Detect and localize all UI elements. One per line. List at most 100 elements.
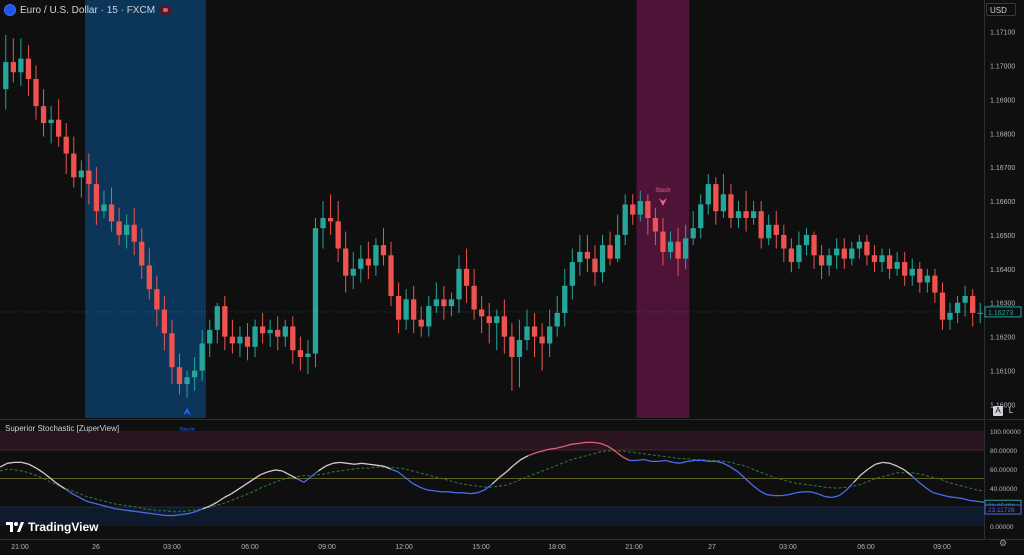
stochastic-line-segment: [122, 509, 131, 512]
buy-signal-label: Stoch: [179, 428, 194, 434]
candle-up: [78, 170, 84, 178]
stochastic-line-segment: [687, 459, 695, 463]
candle-up: [622, 204, 628, 235]
candle-down: [531, 326, 538, 337]
candle-down: [297, 350, 304, 357]
stochastic-line-segment: [195, 508, 203, 513]
candle-up: [698, 204, 704, 229]
stochastic-line-segment: [223, 493, 232, 499]
stochastic-line-segment: [35, 467, 44, 474]
candle-down: [56, 119, 62, 137]
stochastic-line-segment: [93, 502, 102, 506]
stochastic-line-segment: [231, 488, 240, 495]
candle-down: [652, 218, 659, 232]
stochastic-line-segment: [64, 488, 73, 495]
candle-down: [116, 221, 122, 235]
stochastic-line-segment: [202, 505, 211, 510]
candle-down: [131, 224, 137, 242]
candle-down: [146, 265, 152, 290]
candle-down: [71, 153, 77, 178]
stochastic-line-segment: [889, 462, 898, 467]
stochastic-line-segment: [614, 450, 623, 458]
stochastic-line-segment: [72, 493, 80, 499]
symbol-header[interactable]: Euro / U.S. Dollar · 15 · FXCM: [4, 4, 173, 16]
time-tick-label: 06:00: [241, 544, 259, 551]
candle-down: [335, 221, 341, 249]
candle-down: [259, 326, 266, 334]
candle-down: [10, 62, 16, 73]
candle-up: [123, 224, 130, 235]
candle-down: [479, 309, 485, 317]
candle-down: [463, 268, 470, 286]
candle-down: [365, 258, 372, 266]
candle-down: [380, 245, 387, 256]
candle-down: [501, 316, 507, 337]
stochastic-line-segment: [846, 481, 855, 491]
candle-down: [486, 316, 492, 324]
candle-up: [826, 255, 832, 266]
stochastic-line-segment: [824, 495, 833, 499]
stochastic-line-segment: [947, 495, 956, 499]
candle-down: [871, 255, 878, 263]
stochastic-line-segment: [86, 500, 95, 504]
candle-up: [199, 343, 205, 371]
candle-up: [562, 285, 568, 313]
stochastic-line-segment: [875, 461, 883, 465]
candle-up: [184, 377, 190, 385]
stochastic-line-segment: [310, 470, 319, 478]
candle-down: [713, 184, 719, 212]
stochastic-line-segment: [448, 491, 456, 494]
stochastic-line-segment: [434, 490, 442, 493]
gear-icon[interactable]: ⚙: [998, 538, 1008, 548]
candle-up: [403, 299, 409, 320]
stochastic-line-segment: [419, 486, 428, 491]
sell-arrow-icon: [658, 198, 667, 206]
candle-up: [214, 306, 220, 330]
stochastic-line-segment: [831, 494, 840, 499]
candle-down: [728, 194, 734, 218]
stochastic-line-segment: [542, 448, 551, 452]
stochastic-line-segment: [788, 492, 797, 496]
price-tick-label: 1.17000: [990, 63, 1015, 70]
candle-down: [395, 295, 402, 320]
stochastic-line-segment: [723, 462, 732, 468]
last-price-label: 1.16273: [988, 310, 1013, 317]
currency-button[interactable]: USD: [986, 3, 1016, 16]
candle-up: [358, 258, 364, 269]
stochastic-line-segment: [303, 476, 312, 483]
time-tick-label: 21:00: [625, 544, 643, 551]
candle-down: [154, 289, 160, 310]
candle-down: [86, 170, 92, 185]
candle-down: [471, 285, 477, 310]
price-tick-label: 1.17100: [990, 30, 1015, 37]
candle-up: [373, 245, 379, 266]
candle-down: [743, 211, 749, 218]
candle-down: [93, 184, 100, 212]
market-closed-icon: [159, 5, 173, 15]
candle-down: [886, 255, 893, 269]
auto-scale-button[interactable]: A: [993, 406, 1003, 416]
candle-down: [108, 204, 115, 222]
indicator-title[interactable]: Superior Stochastic [ZuperView]: [5, 424, 120, 433]
price-tick-label: 1.16000: [990, 402, 1015, 409]
stochastic-line-segment: [940, 494, 948, 498]
sell-zone: [636, 0, 690, 418]
time-tick-label: 27: [708, 544, 716, 551]
candle-up: [320, 218, 326, 229]
tradingview-logo[interactable]: TradingView: [6, 520, 98, 534]
candle-up: [350, 268, 356, 276]
candle-up: [547, 326, 553, 344]
candle-down: [161, 309, 168, 334]
stochastic-line-segment: [911, 475, 920, 483]
candle-up: [448, 299, 455, 307]
candle-up: [614, 234, 621, 259]
time-tick-label: 09:00: [318, 544, 336, 551]
stochastic-line-segment: [477, 489, 486, 494]
candle-down: [607, 245, 613, 259]
log-scale-button[interactable]: L: [1008, 406, 1014, 415]
stochastic-line-segment: [962, 497, 970, 501]
candle-up: [433, 299, 439, 307]
stochastic-line-segment: [347, 462, 355, 465]
